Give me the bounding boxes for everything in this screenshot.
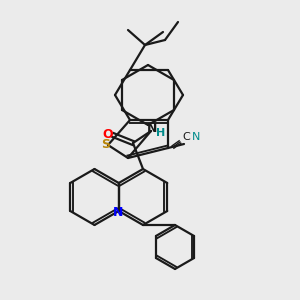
Text: N: N <box>147 122 157 136</box>
Text: H: H <box>156 128 166 138</box>
Text: O: O <box>103 128 113 140</box>
Text: N: N <box>112 206 123 218</box>
Text: N: N <box>192 132 200 142</box>
Text: S: S <box>101 139 110 152</box>
Text: C: C <box>182 132 190 142</box>
